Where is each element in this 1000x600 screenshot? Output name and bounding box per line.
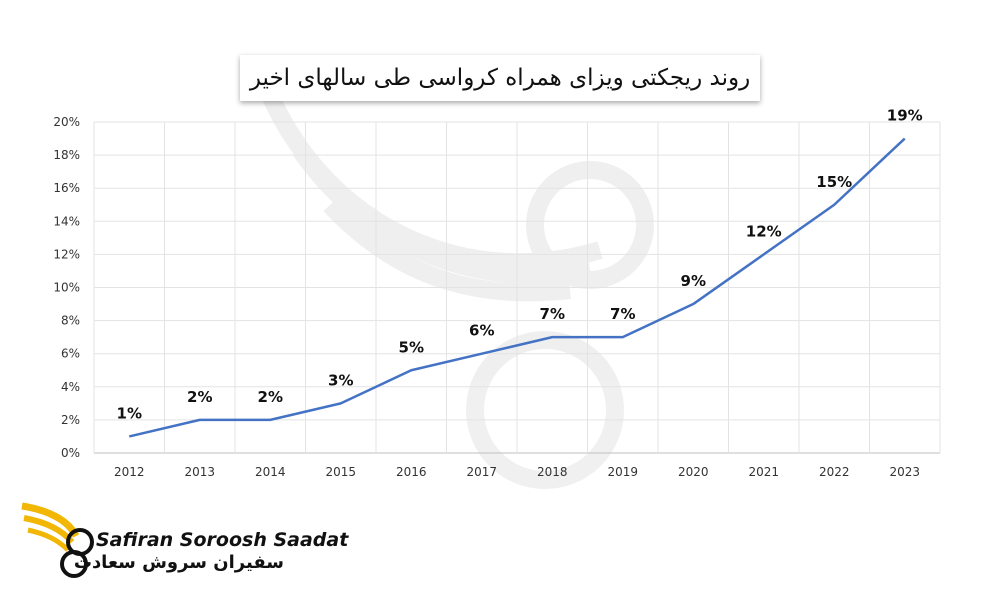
axes: 0% 2% 4% 6% 8% 10% 12% 14% 16% 18% 20% 2012 2013 2014…	[53, 115, 920, 479]
data-label: 5%	[399, 338, 424, 356]
y-tick-label: 2%	[61, 413, 80, 427]
data-label: 19%	[887, 107, 923, 125]
data-label: 12%	[746, 222, 782, 240]
x-tick-label: 2018	[537, 465, 568, 479]
y-tick-label: 20%	[53, 115, 80, 129]
data-label: 7%	[540, 305, 565, 323]
brand-logo-icon	[21, 502, 94, 578]
data-label: 1%	[117, 404, 142, 422]
x-tick-label: 2013	[184, 465, 215, 479]
y-tick-label: 12%	[53, 247, 80, 261]
chart-title: روند ریجکتی ویزای همراه کرواسی طی سالهای…	[240, 55, 760, 101]
y-tick-label: 10%	[53, 281, 80, 295]
data-label: 9%	[681, 272, 706, 290]
gridlines	[93, 121, 941, 454]
y-tick-label: 4%	[61, 380, 80, 394]
y-tick-label: 16%	[53, 181, 80, 195]
data-label: 3%	[328, 371, 353, 389]
x-tick-label: 2014	[255, 465, 286, 479]
x-tick-label: 2022	[819, 465, 850, 479]
brand-name-fa: سفیران سروش سعادت	[73, 552, 284, 573]
y-tick-label: 18%	[53, 148, 80, 162]
x-tick-label: 2017	[466, 465, 497, 479]
series-line-path	[128, 137, 906, 438]
x-tick-label: 2021	[748, 465, 779, 479]
data-label: 2%	[187, 388, 212, 406]
series-line	[128, 137, 906, 438]
y-tick-label: 0%	[61, 446, 80, 460]
x-tick-label: 2020	[678, 465, 709, 479]
y-tick-label: 6%	[61, 347, 80, 361]
y-tick-label: 8%	[61, 314, 80, 328]
x-tick-label: 2023	[889, 465, 920, 479]
data-label: 2%	[258, 388, 283, 406]
x-tick-label: 2019	[607, 465, 638, 479]
x-tick-label: 2016	[396, 465, 427, 479]
x-tick-label: 2015	[325, 465, 356, 479]
brand-name-en: Safiran Soroosh Saadat	[96, 529, 349, 551]
data-label: 15%	[816, 173, 852, 191]
data-label: 7%	[610, 305, 635, 323]
data-labels: 1% 2% 2% 3% 5% 6% 7% 7% 9% 12% 15% 19%	[117, 107, 923, 423]
x-tick-label: 2012	[114, 465, 145, 479]
data-label: 6%	[469, 322, 494, 340]
y-tick-label: 14%	[53, 214, 80, 228]
